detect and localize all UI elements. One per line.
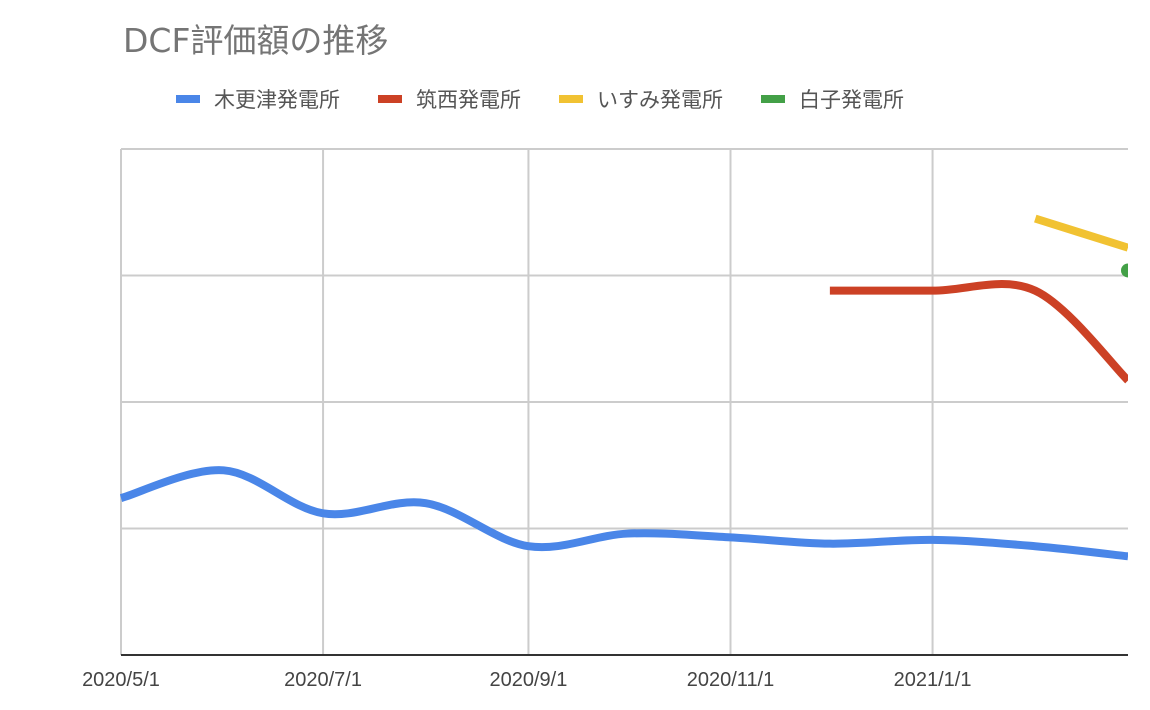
series-line-isumi [1034,214,1128,252]
legend-label-shirako: 白子発電所 [799,88,904,112]
series-line-chikusei [829,280,1128,384]
chart-title: DCF評価額の推移 [123,21,389,60]
x-tick-label-0: 2020/5/1 [82,669,160,691]
legend-swatch-shirako [761,95,785,103]
series-line-kisarazu [119,466,1128,561]
x-axis-ticks: 2020/5/1 2020/7/1 2020/9/1 2020/11/1 2021/1/… [82,669,971,691]
legend-item-isumi[interactable]: いすみ発電所 [559,84,723,114]
x-tick-label-4: 2021/1/1 [894,669,972,691]
legend-swatch-isumi [559,95,583,103]
x-tick-label-2: 2020/9/1 [490,669,568,691]
chart-legend: 木更津発電所 筑西発電所 いすみ発電所 白子発電所 [176,84,942,114]
series-point-shirako [1121,263,1128,278]
series-lines [119,214,1128,561]
x-tick-label-3: 2020/11/1 [687,669,775,691]
legend-label-isumi: いすみ発電所 [597,88,723,112]
legend-swatch-kisarazu [176,95,200,103]
legend-swatch-chikusei [378,95,402,103]
legend-item-shirako[interactable]: 白子発電所 [761,84,904,114]
x-tick-label-1: 2020/7/1 [284,669,362,691]
legend-item-kisarazu[interactable]: 木更津発電所 [176,84,340,114]
legend-label-kisarazu: 木更津発電所 [214,88,340,112]
legend-label-chikusei: 筑西発電所 [416,88,521,112]
grid-lines [120,148,1128,656]
legend-item-chikusei[interactable]: 筑西発電所 [378,84,521,114]
